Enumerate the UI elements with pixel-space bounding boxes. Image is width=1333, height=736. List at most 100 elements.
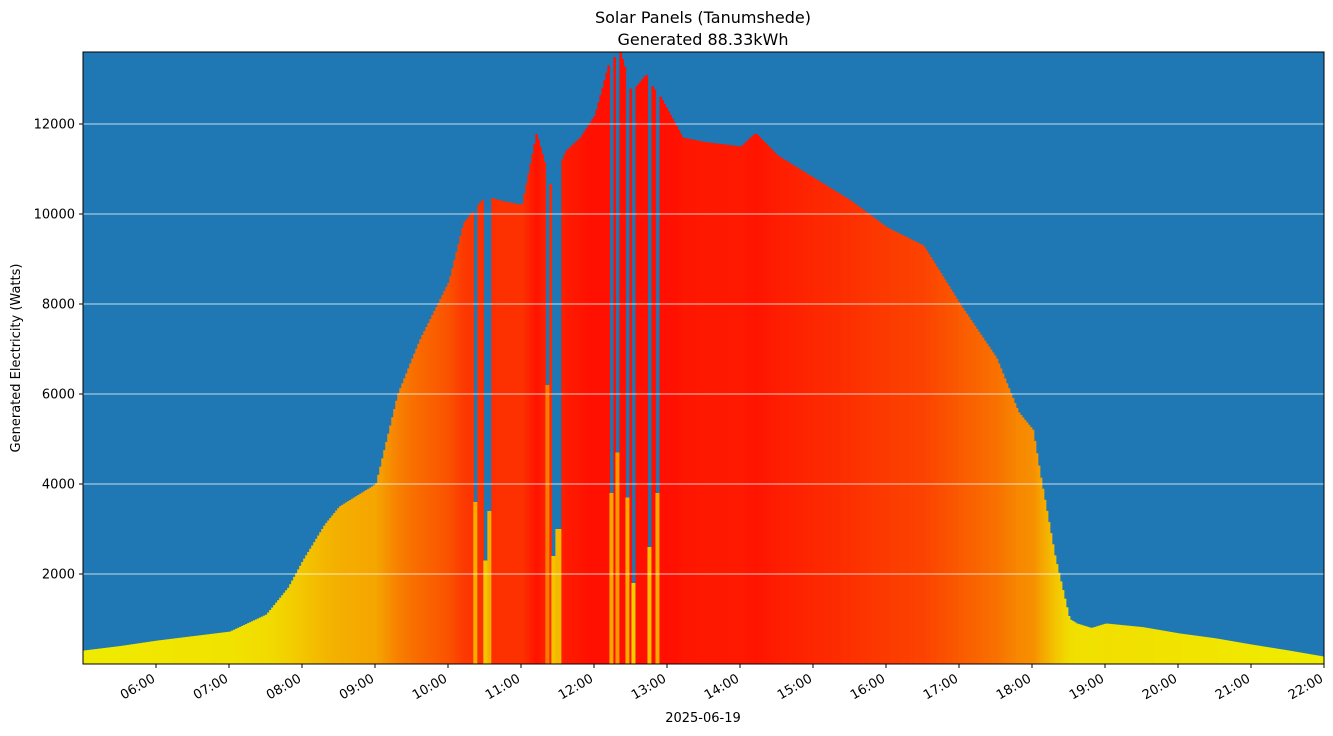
bar (1179, 633, 1183, 664)
bar (133, 644, 136, 664)
bar (957, 301, 961, 664)
bar (339, 506, 342, 664)
bar (1195, 635, 1199, 664)
bar (291, 580, 294, 664)
bar (1037, 465, 1041, 664)
bar (251, 621, 254, 664)
bar (547, 385, 550, 664)
bar (1155, 629, 1159, 664)
bar (195, 635, 198, 664)
bar (1271, 648, 1275, 664)
bar (181, 637, 184, 664)
bar (571, 144, 574, 664)
bar (453, 260, 456, 664)
bar (1287, 650, 1291, 664)
bar (399, 388, 402, 664)
bar (805, 173, 809, 664)
bar (897, 233, 901, 664)
bar (149, 641, 152, 664)
bar (973, 325, 977, 664)
bar (1047, 522, 1051, 664)
bar (699, 141, 703, 664)
bar (461, 228, 464, 664)
bar (1033, 440, 1037, 664)
bar (623, 66, 627, 665)
bar (173, 638, 176, 664)
bar (1171, 632, 1175, 664)
bar (311, 545, 314, 664)
bar (821, 183, 825, 665)
bar (475, 502, 478, 664)
bar (683, 137, 687, 664)
x-axis-label: 2025-06-19 (665, 711, 741, 726)
bar (153, 641, 156, 664)
bar (499, 200, 502, 665)
bar (1165, 631, 1169, 664)
bar (333, 513, 336, 664)
bar (937, 269, 941, 664)
bar (925, 250, 929, 664)
bar (733, 145, 737, 664)
bar (977, 331, 981, 664)
bar (519, 204, 522, 664)
bar (273, 605, 276, 664)
bar (1269, 647, 1273, 664)
bar (849, 200, 853, 664)
bar (481, 199, 484, 665)
bar (327, 520, 330, 664)
x-tick-label: 21:00 (1213, 671, 1253, 703)
bar (357, 494, 360, 664)
bar (787, 162, 791, 664)
bar (1125, 625, 1129, 664)
bar (561, 159, 564, 665)
bar (577, 139, 580, 665)
bar (673, 122, 677, 665)
bar (295, 573, 298, 664)
bar (353, 497, 356, 664)
bar (1091, 627, 1095, 664)
bar (137, 643, 140, 664)
bar (469, 214, 472, 665)
bar (569, 146, 572, 664)
bar (779, 157, 783, 664)
bar (483, 560, 486, 664)
bar (163, 639, 166, 664)
bar (773, 152, 777, 665)
bar (1143, 627, 1147, 664)
bar (471, 212, 474, 664)
bar (1291, 651, 1295, 664)
bar (305, 555, 308, 664)
bar (593, 115, 597, 664)
bar (751, 135, 755, 664)
bar (667, 111, 671, 665)
bar (843, 196, 847, 664)
bar (727, 144, 731, 664)
bar (587, 125, 591, 664)
bar (343, 503, 346, 664)
bar (213, 633, 216, 664)
bar (989, 349, 993, 664)
bar (269, 610, 272, 664)
bar (1135, 626, 1139, 664)
bar (1275, 648, 1279, 664)
bar (1139, 626, 1143, 664)
bar (685, 138, 689, 665)
bar (361, 492, 364, 664)
bar (351, 498, 354, 664)
bar (551, 556, 554, 664)
bar (929, 257, 933, 664)
bar (1305, 653, 1309, 664)
bar (217, 633, 220, 664)
bar (1053, 555, 1057, 664)
bar (689, 139, 693, 664)
bar (575, 141, 578, 664)
bar (859, 207, 863, 665)
bar (1049, 533, 1053, 664)
bar (253, 620, 256, 664)
bar (625, 497, 629, 664)
bar (271, 607, 274, 664)
bar (631, 583, 635, 664)
bar (621, 58, 625, 665)
bar (185, 637, 188, 664)
bar (649, 547, 653, 664)
